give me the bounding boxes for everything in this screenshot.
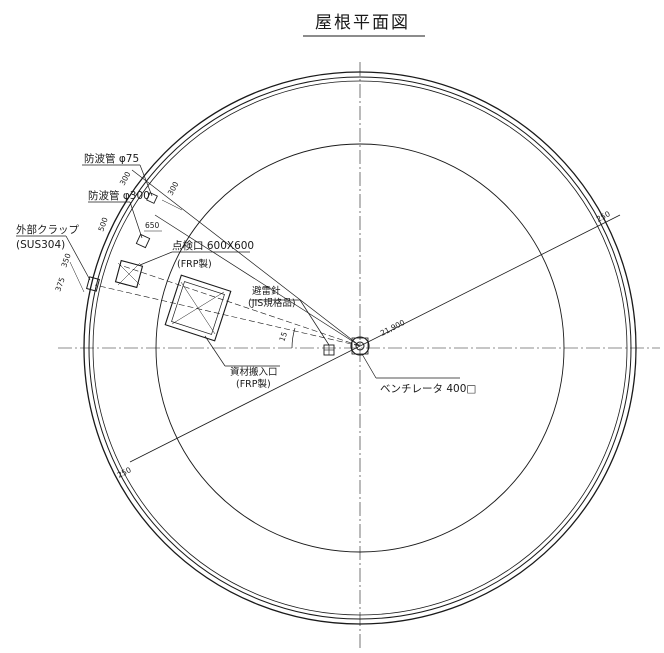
dim-300-top: 300 [166, 180, 181, 197]
guide-line-c [119, 264, 361, 347]
dim-350: 350 [59, 252, 72, 269]
inspection-port [114, 259, 144, 289]
angle-arc [291, 327, 296, 349]
outer-trap-leader-2 [65, 235, 91, 281]
material-hatch-inner [171, 281, 225, 335]
dim-375-line [69, 261, 85, 293]
material-hatch-material: (FRP製) [236, 378, 271, 390]
lightning-conductor-leader [299, 299, 330, 346]
dim-250-left: 250 [116, 465, 133, 480]
wave-pipe-300-label: 防波管 φ300 [88, 189, 150, 202]
dim-15: 15 [277, 330, 289, 342]
guide-line-d [94, 284, 361, 347]
ventilator-leader [361, 353, 377, 379]
inspection-port-label: 点検口 600X600 [172, 239, 254, 252]
wave-pipe-75-leader-2 [139, 164, 153, 197]
inspection-port-leader [139, 251, 173, 266]
material-hatch-diag2 [171, 291, 225, 325]
ventilator-circle [350, 336, 370, 356]
outer-trap-material: (SUS304) [16, 239, 65, 251]
dim-250-right: 250 [595, 209, 612, 224]
ventilator-label: ベンチレータ 400□ [380, 383, 476, 395]
lightning-conductor-note: (JIS規格品) [248, 297, 296, 309]
dim-375: 375 [53, 276, 66, 293]
guide-line-a [131, 169, 361, 347]
inspection-port-diag2 [117, 262, 141, 286]
outer-trap-box [86, 276, 100, 292]
outer-trap-label: 外部クラップ [16, 223, 79, 236]
dim-radius: 21,900 [379, 318, 407, 338]
radius-line [129, 214, 621, 463]
wave-pipe-300-box [135, 233, 151, 249]
wave-pipe-300-leader-2 [129, 201, 143, 239]
dim-500: 500 [96, 216, 109, 233]
wave-pipe-75-box [146, 192, 158, 204]
ventilator-frame [351, 337, 369, 355]
wave-pipe-75-label: 防波管 φ75 [84, 152, 139, 165]
material-hatch [164, 274, 232, 342]
material-hatch-leader [204, 335, 226, 367]
lightning-conductor-label: 避雷針 [252, 285, 281, 297]
guide-line-b [154, 214, 361, 347]
dim-650: 650 [145, 221, 160, 230]
ventilator-inner [355, 341, 365, 351]
inspection-port-material: (FRP製) [177, 258, 212, 270]
material-hatch-label: 資材搬入口 [230, 366, 278, 378]
dim-300-top-line [161, 199, 183, 211]
dim-300-b: 300 [118, 170, 133, 187]
drawing-title: 屋根平面図 [315, 13, 410, 33]
